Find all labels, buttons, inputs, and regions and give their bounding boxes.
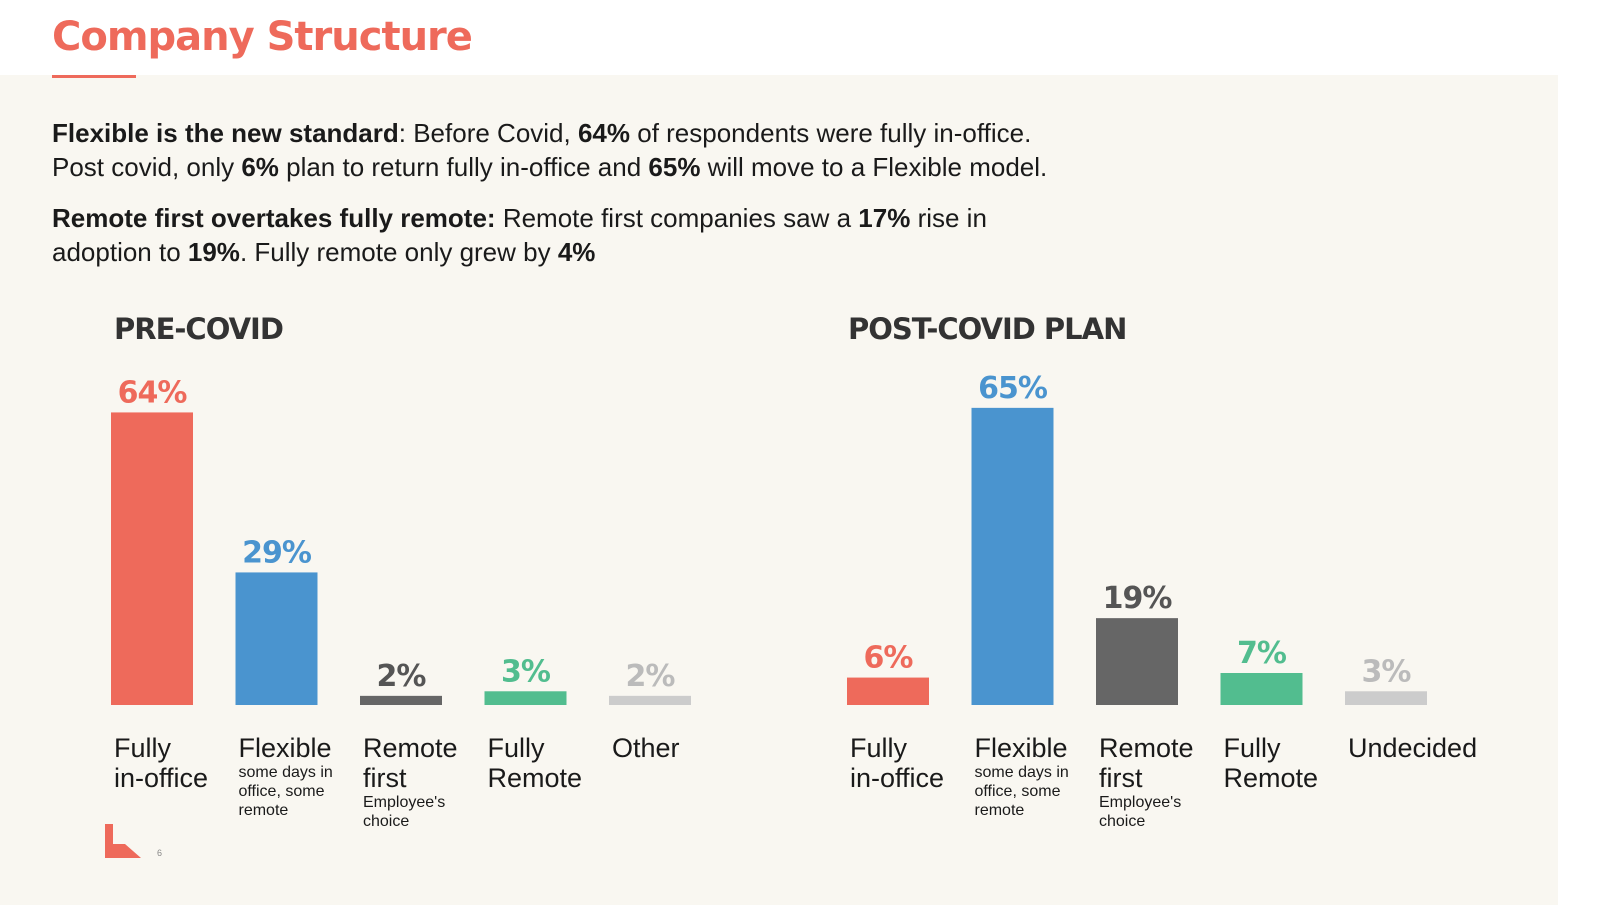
summary-bold-text: 17% [858, 203, 911, 233]
category-name: Fully Remote [1223, 733, 1319, 793]
data-label: 64% [118, 375, 188, 410]
summary-bold-text: Flexible is the new standard [52, 118, 399, 148]
summary-text: adoption to [52, 237, 188, 267]
bar [847, 677, 929, 705]
category-name: Remote first [363, 733, 458, 793]
summary-text: of respondents were fully in-office. [630, 118, 1032, 148]
bar [1345, 691, 1427, 705]
bar [609, 695, 691, 705]
data-label: 2% [377, 659, 427, 694]
category-name: Flexible [238, 733, 332, 763]
category-name: Flexible [974, 733, 1068, 763]
data-label: 3% [1362, 654, 1412, 689]
category-description: some days in office, some remote [238, 764, 333, 819]
category-name: Other [612, 733, 680, 763]
data-label: 7% [1237, 636, 1287, 671]
category-description: some days in office, some remote [974, 764, 1069, 819]
category-name: Remote first [1099, 733, 1194, 793]
category-label: Fully Remote [488, 733, 608, 793]
data-label: 6% [864, 641, 914, 676]
category-description: Employee's choice [363, 794, 446, 830]
summary-text: Post covid, only [52, 152, 242, 182]
page-number: 6 [157, 848, 163, 858]
data-label: 29% [242, 535, 312, 570]
company-logo-icon [105, 824, 141, 858]
summary-bold-text: 65% [648, 152, 701, 182]
summary-text: rise in [910, 203, 987, 233]
summary-text: . Fully remote only grew by [239, 237, 558, 267]
category-description: Employee's choice [1099, 794, 1182, 830]
pre-covid-bar-chart: 64% 29% 2% 3% 2% [111, 375, 691, 705]
bar [971, 407, 1054, 705]
category-name: Fully in-office [114, 733, 209, 793]
chart-title-pre-covid: PRE-COVID [114, 312, 284, 346]
bar [1220, 673, 1303, 705]
summary-bold-text: 4% [557, 237, 596, 267]
category-label: Other [612, 733, 732, 763]
category-name: Undecided [1348, 733, 1478, 763]
category-label: Flexible some days in office, some remote [975, 733, 1095, 820]
category-label: Fully in-office [114, 733, 234, 793]
content-panel [0, 75, 1558, 905]
chart-title-post-covid: POST-COVID PLAN [848, 312, 1127, 346]
summary-bold-text: 64% [577, 118, 631, 148]
category-label: Undecided [1348, 733, 1478, 763]
category-label: Remote first Employee's choice [363, 733, 483, 831]
data-label: 65% [978, 371, 1048, 406]
title-underline [52, 75, 136, 78]
summary-bold-text: Remote first overtakes fully remote: [52, 203, 496, 233]
bar [360, 695, 442, 705]
summary-text: : Before Covid, [398, 118, 578, 148]
bar [1096, 618, 1178, 705]
category-label: Fully in-office [850, 733, 970, 793]
summary-bold-text: 19% [187, 237, 240, 267]
page-title: Company Structure [52, 14, 473, 60]
category-label: Fully Remote [1224, 733, 1344, 793]
bar [235, 572, 318, 705]
summary-paragraph-flexible: Flexible is the new standard: Before Cov… [52, 116, 1202, 184]
category-name: Fully Remote [487, 733, 583, 793]
summary-text: Remote first companies saw a [495, 203, 859, 233]
summary-bold-text: 6% [241, 152, 279, 182]
summary-text: will move to a Flexible model. [700, 152, 1048, 182]
bar [484, 691, 567, 705]
data-label: 19% [1103, 581, 1173, 616]
post-covid-bar-chart: 6% 65% 19% 7% 3% [847, 371, 1427, 705]
category-name: Fully in-office [850, 733, 945, 793]
summary-paragraph-remote-first: Remote first overtakes fully remote: Rem… [52, 201, 1202, 269]
bar [111, 412, 193, 705]
summary-text: plan to return fully in-office and [278, 152, 649, 182]
category-label: Flexible some days in office, some remote [239, 733, 359, 820]
category-label: Remote first Employee's choice [1099, 733, 1219, 831]
data-label: 2% [626, 659, 676, 694]
data-label: 3% [501, 654, 551, 689]
